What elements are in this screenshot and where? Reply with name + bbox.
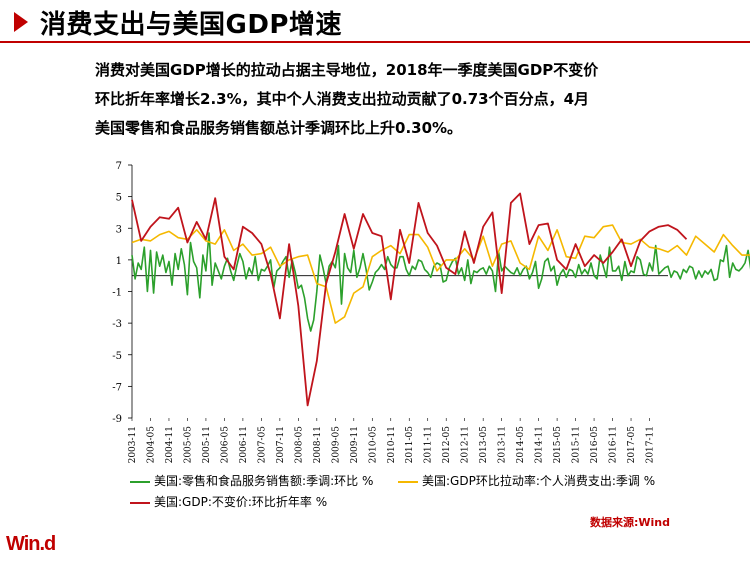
legend-swatch-retail <box>130 480 150 483</box>
intro-line-3: 美国零售和食品服务销售额总计季调环比上升0.30%。 <box>95 119 463 137</box>
x-tick-label: 2012-11 <box>461 426 471 463</box>
x-tick-label: 2004-11 <box>165 426 175 463</box>
intro-line-2: 环比折年率增长2.3%，其中个人消费支出拉动贡献了0.73个百分点，4月 <box>95 90 590 108</box>
x-tick-label: 2003-11 <box>128 426 138 463</box>
x-tick-label: 2016-11 <box>609 426 619 463</box>
intro-line-1: 消费对美国GDP增长的拉动占据主导地位，2018年一季度美国GDP不变价 <box>95 61 599 79</box>
x-tick-label: 2012-05 <box>442 426 452 464</box>
pce-series-line <box>131 224 750 324</box>
x-tick-label: 2010-05 <box>368 426 378 464</box>
x-tick-label: 2013-11 <box>498 426 508 463</box>
y-tick-label: -1 <box>112 288 122 299</box>
retail-series-line <box>131 232 750 332</box>
title-marker-icon <box>14 12 28 32</box>
y-tick-label: -9 <box>112 414 122 425</box>
y-tick-label: 5 <box>116 193 122 204</box>
gdp-series-line <box>131 192 688 407</box>
x-tick-label: 2015-05 <box>553 426 563 464</box>
x-tick-label: 2017-11 <box>646 426 656 463</box>
y-tick-label: -5 <box>112 351 122 362</box>
wind-logo: Win.d <box>6 533 56 555</box>
y-tick-label: 3 <box>116 224 122 235</box>
title-divider <box>0 41 750 43</box>
x-tick-label: 2016-05 <box>590 426 600 464</box>
legend-label-retail: 美国:零售和食品服务销售额:季调:环比 % <box>154 474 374 488</box>
x-tick-label: 2015-11 <box>572 426 582 463</box>
intro-paragraph: 消费对美国GDP增长的拉动占据主导地位，2018年一季度美国GDP不变价 环比折… <box>95 56 725 143</box>
x-tick-label: 2005-05 <box>183 426 193 464</box>
x-tick-label: 2013-05 <box>479 426 489 464</box>
legend-label-gdp: 美国:GDP:不变价:环比折年率 % <box>154 495 328 509</box>
y-tick-label: 7 <box>116 161 122 172</box>
x-tick-label: 2004-05 <box>146 426 156 464</box>
x-tick-label: 2011-05 <box>405 426 415 464</box>
x-tick-label: 2011-11 <box>424 426 434 463</box>
title-bar: 消费支出与美国GDP增速 <box>0 0 750 44</box>
y-tick-label: -7 <box>112 382 122 393</box>
x-tick-label: 2006-05 <box>220 426 230 464</box>
x-tick-label: 2017-05 <box>627 426 637 464</box>
x-tick-label: 2014-05 <box>516 426 526 464</box>
data-source-note: 数据来源:Wind <box>590 516 671 529</box>
x-tick-label: 2008-11 <box>313 426 323 463</box>
legend-item-gdp: 美国:GDP:不变价:环比折年率 % <box>130 493 327 510</box>
legend-swatch-gdp <box>130 501 150 504</box>
legend-swatch-pce <box>398 480 418 483</box>
x-tick-label: 2006-11 <box>239 426 249 463</box>
legend-label-pce: 美国:GDP环比拉动率:个人消费支出:季调 % <box>422 474 656 488</box>
x-tick-label: 2007-05 <box>257 426 267 464</box>
x-tick-label: 2009-11 <box>350 426 360 463</box>
x-tick-label: 2007-11 <box>276 426 286 463</box>
x-tick-label: 2010-11 <box>387 426 397 463</box>
x-tick-label: 2008-05 <box>294 426 304 464</box>
y-tick-label: 1 <box>116 256 122 267</box>
y-tick-label: -3 <box>112 319 122 330</box>
legend-item-retail: 美国:零售和食品服务销售额:季调:环比 % <box>130 472 373 489</box>
x-tick-label: 2009-05 <box>331 426 341 464</box>
x-tick-label: 2014-11 <box>535 426 545 463</box>
page-title: 消费支出与美国GDP增速 <box>40 10 342 40</box>
x-tick-label: 2005-11 <box>202 426 212 463</box>
legend-item-pce: 美国:GDP环比拉动率:个人消费支出:季调 % <box>398 472 655 489</box>
